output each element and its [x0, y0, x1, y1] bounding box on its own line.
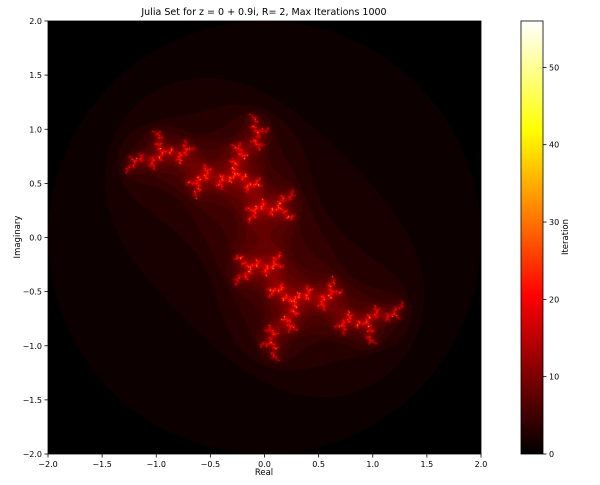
chart-title: Julia Set for z = 0 + 0.9i, R= 2, Max It…: [140, 7, 386, 18]
colorbar-tick-label: 30: [549, 218, 559, 227]
y-axis: 2.0 1.5 1.0 0.5 0.0 −0.5 −1.0 −1.5 −2.0: [23, 17, 48, 459]
x-tick-label: −1.5: [92, 460, 111, 469]
y-tick-label: −2.0: [23, 450, 42, 459]
x-tick-label: 1.5: [421, 460, 434, 469]
y-tick-label: 0.0: [29, 234, 42, 243]
y-tick-label: 2.0: [29, 17, 42, 26]
colorbar-ticks: 0 10 20 30 40 50: [543, 63, 559, 459]
colorbar: 0 10 20 30 40 50 Iteration: [520, 20, 571, 459]
colorbar-tick-label: 50: [549, 63, 559, 72]
y-axis-label: Imaginary: [13, 216, 23, 259]
colorbar-label: Iteration: [561, 219, 571, 255]
x-tick-label: 2.0: [475, 460, 488, 469]
plot-area: [47, 20, 482, 455]
colorbar-tick-label: 40: [549, 141, 559, 150]
x-tick-label: 0.5: [312, 460, 325, 469]
x-axis: −2.0 −1.5 −1.0 −0.5 0.0 0.5 1.0 1.5 2.0: [38, 454, 487, 469]
x-tick-label: 1.0: [366, 460, 379, 469]
colorbar-tick-label: 20: [549, 295, 559, 304]
julia-set-image: [48, 21, 481, 454]
colorbar-tick-label: 0: [549, 450, 554, 459]
x-tick-label: −1.0: [147, 460, 166, 469]
y-tick-label: −1.0: [23, 342, 42, 351]
x-tick-label: −0.5: [201, 460, 220, 469]
colorbar-gradient: [520, 20, 544, 455]
colorbar-tick-label: 10: [549, 373, 559, 382]
x-axis-label: Real: [255, 468, 273, 478]
y-tick-label: 1.0: [29, 125, 42, 134]
x-tick-label: 0.0: [258, 460, 271, 469]
y-tick-label: −0.5: [23, 288, 42, 297]
y-tick-label: 0.5: [29, 179, 42, 188]
y-tick-label: −1.5: [23, 396, 42, 405]
y-tick-label: 1.5: [29, 71, 42, 80]
x-tick-label: −2.0: [38, 460, 57, 469]
